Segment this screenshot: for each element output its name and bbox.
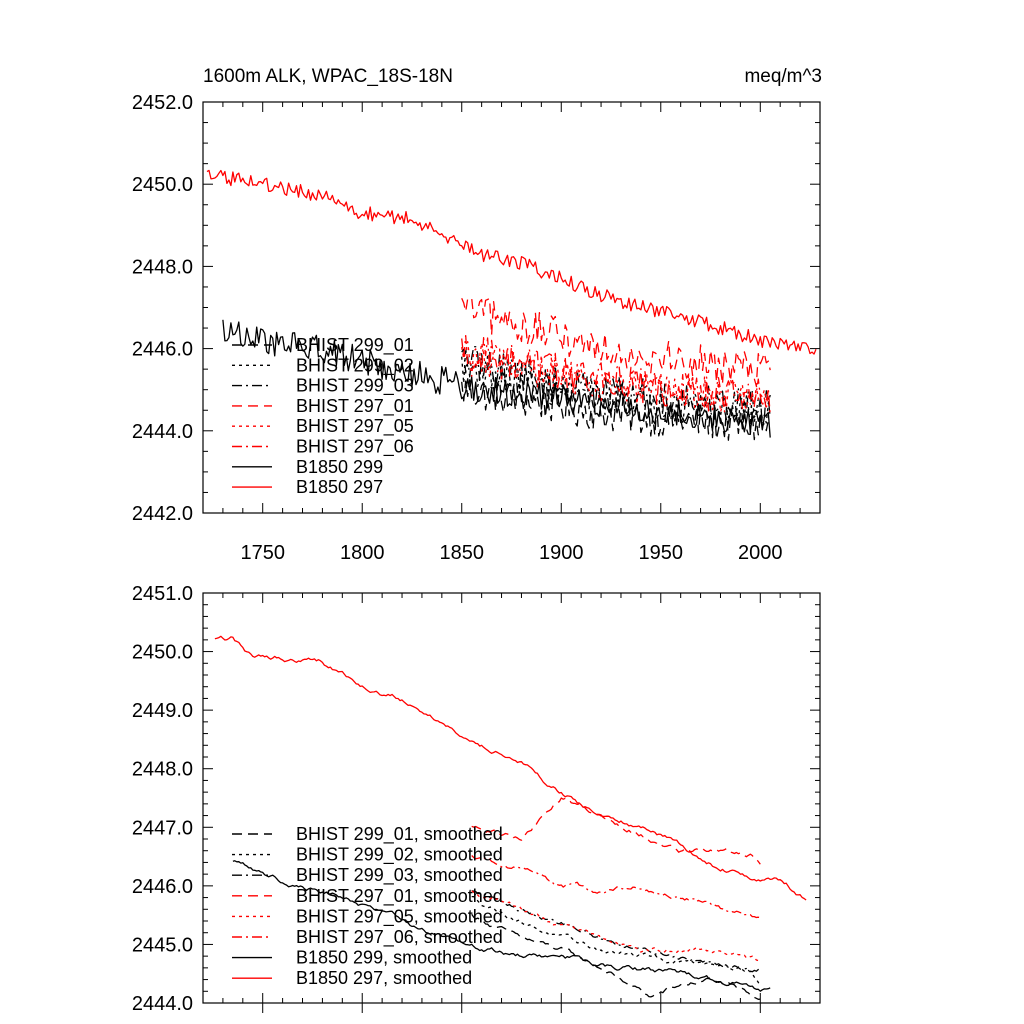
legend-label-bhist-299-02-smoothed: BHIST 299_02, smoothed bbox=[296, 845, 503, 866]
legend-label-bhist-299-03: BHIST 299_03 bbox=[296, 376, 414, 397]
y-tick-label: 2442.0 bbox=[132, 503, 193, 525]
top-panel-series bbox=[206, 169, 817, 441]
series-line-bhist-299-01 bbox=[461, 379, 771, 441]
series-line-b1850-297 bbox=[206, 169, 817, 355]
bottom-panel-series bbox=[214, 635, 807, 1000]
series-line-bhist-297-05-smoothed bbox=[471, 890, 761, 962]
top-panel: 1600m ALK, WPAC_18S-18N meq/m^3 2442.024… bbox=[132, 66, 822, 564]
legend-label-bhist-297-06-smoothed: BHIST 297_06, smoothed bbox=[296, 927, 503, 948]
y-tick-label: 2448.0 bbox=[132, 256, 193, 278]
y-tick-label: 2452.0 bbox=[132, 92, 193, 114]
y-tick-label: 2449.0 bbox=[132, 700, 193, 722]
legend-label-bhist-297-05: BHIST 297_05 bbox=[296, 416, 414, 437]
legend-label-bhist-299-01-smoothed: BHIST 299_01, smoothed bbox=[296, 824, 503, 845]
y-tick-label: 2444.0 bbox=[132, 421, 193, 443]
x-tick-label: 1850 bbox=[439, 542, 484, 564]
series-line-bhist-297-05 bbox=[461, 341, 771, 413]
top-panel-units: meq/m^3 bbox=[744, 66, 822, 87]
legend-label-bhist-297-06: BHIST 297_06 bbox=[296, 437, 414, 458]
y-tick-label: 2451.0 bbox=[132, 583, 193, 605]
bottom-panel-axes: 2444.0 2445.0 2446.0 2447.0 2448.0 2449.0 2450… bbox=[132, 583, 821, 1015]
legend-label-b1850-297: B1850 297 bbox=[296, 477, 383, 497]
legend-label-b1850-299-smoothed: B1850 299, smoothed bbox=[296, 948, 472, 968]
series-line-bhist-297-06 bbox=[461, 334, 771, 416]
series-line-bhist-299-03 bbox=[461, 345, 771, 425]
legend-label-bhist-297-01-smoothed: BHIST 297_01, smoothed bbox=[296, 886, 503, 907]
series-line-bhist-297-06-smoothed bbox=[471, 855, 761, 919]
legend-label-bhist-299-02: BHIST 299_02 bbox=[296, 355, 414, 376]
top-panel-axes: 2442.0 2444.0 2446.0 2448.0 2450.0 2452.0 1750… bbox=[132, 92, 821, 564]
series-line-bhist-299-02-smoothed bbox=[471, 895, 761, 987]
series-line-bhist-297-01-smoothed bbox=[471, 797, 761, 865]
series-line-b1850-297-smoothed bbox=[214, 635, 807, 901]
x-tick-label: 2000 bbox=[738, 542, 783, 564]
y-tick-label: 2444.0 bbox=[132, 993, 193, 1015]
series-line-bhist-299-03-smoothed bbox=[471, 890, 761, 973]
y-tick-label: 2446.0 bbox=[132, 876, 193, 898]
x-tick-label: 1750 bbox=[240, 542, 285, 564]
series-line-b1850-299-smoothed bbox=[232, 860, 771, 992]
y-tick-label: 2447.0 bbox=[132, 817, 193, 839]
y-tick-label: 2446.0 bbox=[132, 339, 193, 361]
series-line-bhist-299-01-smoothed bbox=[471, 913, 761, 1000]
x-tick-label: 1800 bbox=[340, 542, 385, 564]
bottom-panel-frame bbox=[202, 592, 821, 1004]
series-line-b1850-299 bbox=[222, 319, 771, 438]
y-tick-label: 2450.0 bbox=[132, 642, 193, 664]
y-tick-label: 2448.0 bbox=[132, 759, 193, 781]
series-line-bhist-297-01 bbox=[461, 297, 771, 387]
bottom-panel: 2444.0 2445.0 2446.0 2447.0 2448.0 2449.0 2450… bbox=[132, 583, 821, 1015]
top-panel-title: 1600m ALK, WPAC_18S-18N bbox=[203, 66, 453, 87]
legend-label-b1850-299: B1850 299 bbox=[296, 457, 383, 477]
legend-label-bhist-299-01: BHIST 299_01 bbox=[296, 335, 414, 356]
y-tick-label: 2445.0 bbox=[132, 934, 193, 956]
y-tick-label: 2450.0 bbox=[132, 174, 193, 196]
legend-label-bhist-299-03-smoothed: BHIST 299_03, smoothed bbox=[296, 865, 503, 886]
x-tick-label: 1950 bbox=[639, 542, 684, 564]
legend-label-bhist-297-05-smoothed: BHIST 297_05, smoothed bbox=[296, 906, 503, 927]
x-tick-label: 1900 bbox=[539, 542, 584, 564]
legend-label-bhist-297-01: BHIST 297_01 bbox=[296, 396, 414, 417]
legend-label-b1850-297-smoothed: B1850 297, smoothed bbox=[296, 968, 472, 988]
